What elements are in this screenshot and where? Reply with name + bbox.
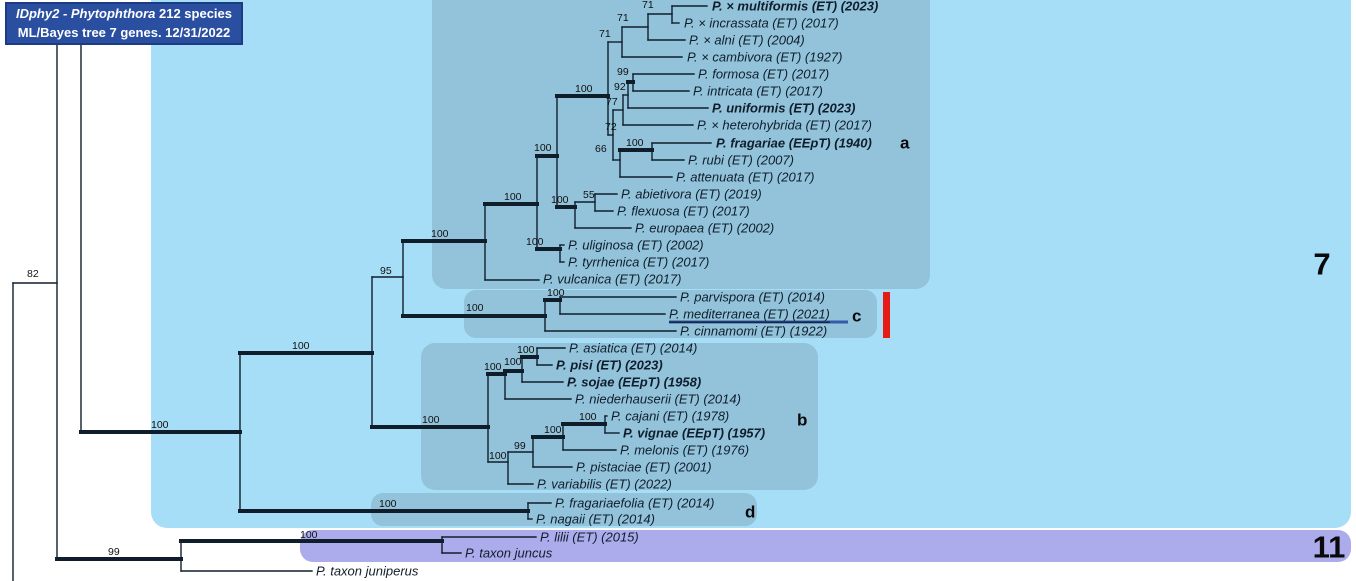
- leaf-label: P. vignae (EEpT) (1957): [623, 426, 765, 441]
- leaf-label: P. uliginosa (ET) (2002): [568, 238, 704, 253]
- support-value: 100: [489, 450, 507, 462]
- subclade-letter: c: [852, 307, 861, 326]
- leaf-label: P. nagaii (ET) (2014): [536, 512, 655, 527]
- support-value: 71: [617, 12, 629, 24]
- support-value: 99: [617, 66, 629, 78]
- support-value: 100: [534, 142, 552, 154]
- leaf-label: P. vulcanica (ET) (2017): [543, 272, 682, 287]
- leaf-label: P. rubi (ET) (2007): [688, 153, 794, 168]
- leaf-label: P. × alni (ET) (2004): [689, 33, 805, 48]
- support-value: 100: [504, 356, 522, 368]
- leaf-label: P. lilii (ET) (2015): [540, 530, 639, 545]
- support-value: 100: [544, 424, 562, 436]
- support-value: 100: [504, 191, 522, 203]
- leaf-label: P. × cambivora (ET) (1927): [687, 50, 842, 65]
- leaf-label: P. × heterohybrida (ET) (2017): [697, 118, 872, 133]
- support-value: 100: [431, 228, 449, 240]
- support-value: 55: [583, 189, 595, 201]
- subclade-a-box: [432, 0, 930, 289]
- leaf-label: P. pistaciae (ET) (2001): [576, 460, 712, 475]
- support-value: 100: [526, 236, 544, 248]
- support-value: 82: [27, 268, 39, 280]
- leaf-label: P. attenuata (ET) (2017): [676, 170, 815, 185]
- title-line2: ML/Bayes tree 7 genes. 12/31/2022: [17, 24, 231, 40]
- leaf-label: P. tyrrhenica (ET) (2017): [568, 255, 709, 270]
- leaf-label: P. parvispora (ET) (2014): [680, 290, 825, 305]
- leaf-label: P. niederhauserii (ET) (2014): [575, 392, 741, 407]
- support-value: 100: [551, 194, 569, 206]
- leaf-label: P. flexuosa (ET) (2017): [617, 204, 750, 219]
- leaf-label: P. × multiformis (ET) (2023): [712, 0, 878, 14]
- leaf-label: P. uniformis (ET) (2023): [712, 101, 856, 116]
- support-value: 100: [626, 137, 644, 149]
- clade-number: 7: [1313, 247, 1330, 282]
- support-value: 66: [595, 143, 607, 155]
- clade-11-box: [300, 530, 1351, 562]
- support-value: 100: [575, 83, 593, 95]
- title-box: IDphy2 - Phytophthora 212 species ML/Bay…: [5, 2, 243, 45]
- leaf-label: P. sojae (EEpT) (1958): [567, 375, 701, 390]
- leaf-label: P. taxon juncus: [465, 546, 553, 561]
- support-value: 100: [379, 498, 397, 510]
- subclade-letter: a: [900, 134, 910, 153]
- leaf-label: P. mediterranea (ET) (2021): [669, 307, 830, 322]
- leaf-label: P. taxon juniperus: [316, 564, 419, 579]
- support-value: 100: [300, 529, 318, 541]
- support-value: 92: [614, 81, 626, 93]
- support-value: 71: [642, 0, 654, 11]
- support-value: 77: [606, 96, 618, 108]
- leaf-label: P. melonis (ET) (1976): [620, 443, 749, 458]
- subclade-b-box: [421, 343, 818, 490]
- title-rest-part: 212 species: [155, 5, 232, 21]
- support-value: 100: [484, 361, 502, 373]
- leaf-label: P. abietivora (ET) (2019): [621, 187, 762, 202]
- support-value: 100: [466, 302, 484, 314]
- support-value: 100: [422, 414, 440, 426]
- title-italic-part: IDphy2 - Phytophthora: [15, 5, 156, 21]
- clade-number: 11: [1313, 530, 1346, 565]
- leaf-label: P. intricata (ET) (2017): [693, 84, 823, 99]
- leaf-label: P. variabilis (ET) (2022): [537, 477, 672, 492]
- support-value: 71: [599, 28, 611, 40]
- subclade-c-box: [464, 290, 877, 338]
- subclade-letter: d: [745, 503, 755, 522]
- leaf-label: P. asiatica (ET) (2014): [569, 341, 697, 356]
- support-value: 100: [292, 340, 310, 352]
- support-value: 72: [605, 121, 617, 133]
- title-line1: IDphy2 - Phytophthora 212 species: [16, 5, 232, 24]
- leaf-label: P. fragariaefolia (ET) (2014): [555, 496, 714, 511]
- leaf-label: P. pisi (ET) (2023): [556, 358, 663, 373]
- support-value: 95: [380, 265, 392, 277]
- support-value: 100: [547, 287, 565, 299]
- support-value: 99: [108, 546, 120, 558]
- leaf-label: P. cinnamomi (ET) (1922): [680, 324, 827, 339]
- leaf-label: P. cajani (ET) (1978): [611, 409, 729, 424]
- subclade-letter: b: [797, 411, 807, 430]
- leaf-label: P. europaea (ET) (2002): [635, 221, 774, 236]
- red-marker-bar: [883, 292, 890, 338]
- subclade-d-box: [371, 493, 757, 526]
- support-value: 100: [517, 344, 535, 356]
- support-value: 99: [514, 440, 526, 452]
- leaf-label: P. formosa (ET) (2017): [698, 67, 829, 82]
- leaf-label: P. × incrassata (ET) (2017): [684, 16, 839, 31]
- leaf-label: P. fragariae (EEpT) (1940): [716, 136, 872, 151]
- support-value: 100: [579, 411, 597, 423]
- support-value: 100: [151, 419, 169, 431]
